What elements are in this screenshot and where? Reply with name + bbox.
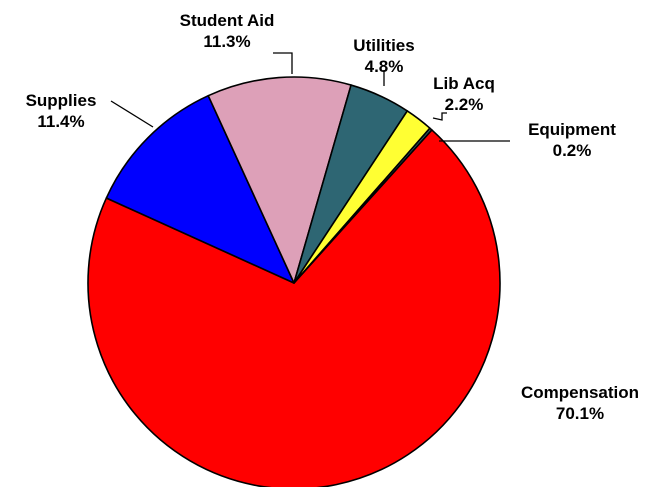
slice-label-percent-lib-acq: 2.2% — [445, 95, 484, 114]
slice-label-name-utilities: Utilities — [353, 36, 414, 55]
pie-slice-equipment — [293, 127, 433, 284]
pie-slice-student-aid — [207, 76, 352, 284]
slice-label-percent-compensation: 70.1% — [556, 404, 604, 423]
slice-label-percent-supplies: 11.4% — [37, 112, 84, 131]
leader-line-student-aid — [273, 52, 293, 74]
leader-line-supplies — [110, 100, 154, 128]
slice-label-name-supplies: Supplies — [26, 91, 97, 110]
slice-label-percent-student-aid: 11.3% — [203, 32, 250, 51]
slice-labels: Compensation 70.1% Supplies 11.4% Student Ai… — [26, 11, 639, 423]
slice-label-percent-equipment: 0.2% — [553, 141, 592, 160]
leader-line-lib-acq — [432, 112, 447, 121]
slice-label-name-student-aid: Student Aid — [180, 11, 275, 30]
pie-slices — [87, 76, 501, 487]
leader-lines — [110, 52, 510, 142]
pie-slice-compensation — [87, 129, 501, 487]
slice-label-name-lib-acq: Lib Acq — [433, 74, 495, 93]
slice-label-name-equipment: Equipment — [528, 120, 616, 139]
slice-label-name-compensation: Compensation — [521, 383, 639, 402]
pie-slice-supplies — [105, 94, 295, 284]
slice-label-percent-utilities: 4.8% — [365, 57, 404, 76]
